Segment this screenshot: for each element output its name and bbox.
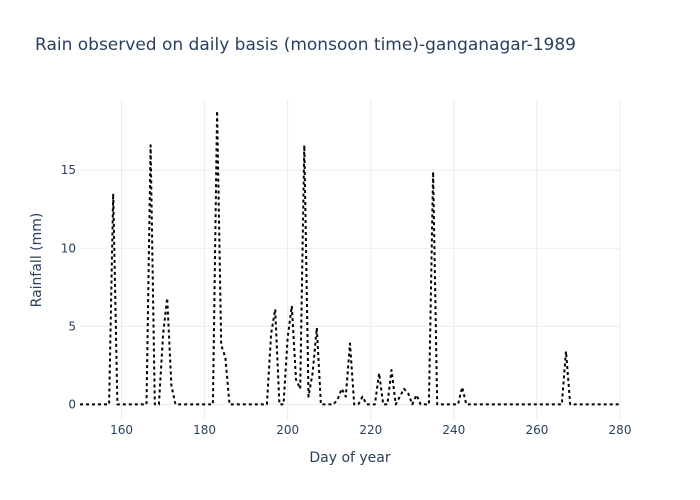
y-tick-label: 0 (68, 397, 76, 411)
x-tick-label: 240 (442, 423, 465, 437)
rainfall-series-line (80, 109, 620, 406)
grid (80, 100, 621, 420)
x-tick-label: 280 (609, 423, 632, 437)
y-tick-label: 10 (61, 241, 76, 255)
x-tick-label: 160 (110, 423, 133, 437)
x-tick-label: 220 (359, 423, 382, 437)
chart-title: Rain observed on daily basis (monsoon ti… (35, 35, 576, 55)
series-layer (80, 109, 620, 406)
tick-labels: 160 180 200 220 240 260 280 0 5 10 15 (61, 163, 632, 437)
y-axis-title: Rainfall (mm) (29, 213, 45, 308)
x-tick-label: 180 (193, 423, 216, 437)
y-tick-label: 5 (68, 319, 76, 333)
x-axis-title: Day of year (309, 450, 391, 466)
x-tick-label: 200 (276, 423, 299, 437)
y-tick-label: 15 (61, 163, 76, 177)
x-tick-label: 260 (525, 423, 548, 437)
